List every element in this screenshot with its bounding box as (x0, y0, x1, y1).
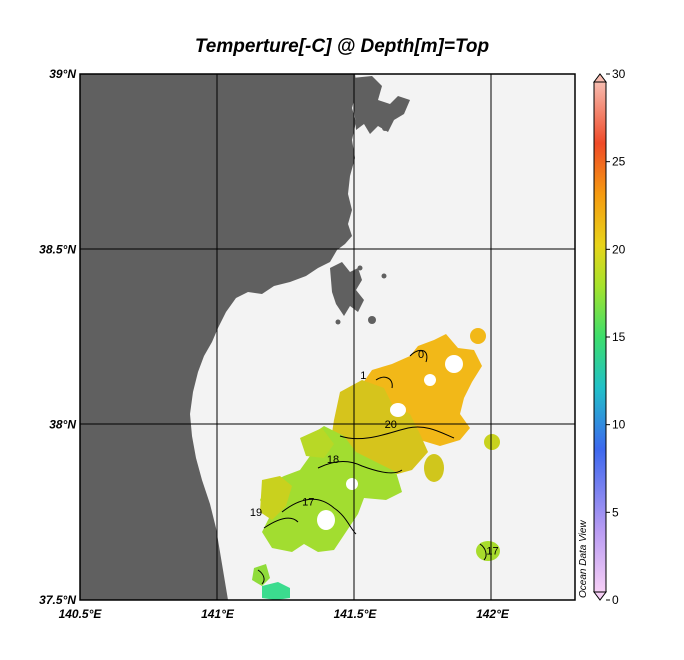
x-tick-label: 140.5°E (59, 607, 103, 621)
x-tick-label: 141.5°E (334, 607, 378, 621)
colorbar-tick-label: 10 (612, 418, 626, 432)
contour-label: 1 (360, 370, 366, 382)
temperature-patch-warm (470, 328, 486, 344)
y-tick-label: 39°N (49, 67, 76, 81)
contour-labels: 20 18 17 19 17 1 0 (250, 349, 499, 557)
x-tick-label: 142°E (476, 607, 510, 621)
data-gap (424, 374, 436, 386)
watermark: Ocean Data View (578, 520, 589, 598)
colorbar-tick-label: 0 (612, 593, 619, 607)
y-tick-label: 38°N (49, 418, 76, 432)
x-axis-ticks: 140.5°E 141°E 141.5°E 142°E (59, 607, 510, 621)
data-gap (445, 355, 463, 373)
colorbar-gradient (593, 81, 607, 593)
grid (80, 74, 575, 600)
colorbar-top-cap (593, 73, 607, 83)
colorbar-tick-label: 30 (612, 67, 626, 81)
island (381, 273, 387, 279)
contour-line (281, 498, 357, 535)
contour-line (339, 426, 455, 440)
x-tick-label: 141°E (201, 607, 235, 621)
data-gap (346, 478, 358, 490)
peninsula (352, 76, 410, 134)
contour-line (257, 569, 265, 585)
contour-label: 17 (302, 496, 314, 508)
colorbar: 0 5 10 15 20 25 30 (593, 67, 626, 607)
island (368, 316, 376, 324)
data-gap (317, 510, 335, 530)
y-tick-label: 37.5°N (39, 593, 76, 607)
contour-label: 18 (327, 454, 339, 466)
contour-label: 17 (486, 545, 498, 557)
colorbar-tick-label: 15 (612, 330, 626, 344)
temperature-patch-green (252, 564, 270, 586)
colorbar-ticks: 0 5 10 15 20 25 30 (606, 67, 626, 607)
island (357, 265, 363, 271)
colorbar-bottom-cap (593, 591, 607, 601)
temperature-patch-mid (424, 454, 444, 482)
contour-line (409, 349, 428, 363)
colorbar-tick-label: 20 (612, 242, 626, 256)
colorbar-tick-label: 25 (612, 155, 626, 169)
chart-title: Temperture[-C] @ Depth[m]=Top (194, 36, 490, 57)
temperature-patch-mid (484, 434, 500, 450)
island (335, 319, 341, 325)
contour-lines (257, 349, 487, 585)
temperature-patch-green (300, 428, 334, 458)
peninsula (330, 262, 364, 316)
contour-label: 19 (250, 507, 262, 519)
y-axis-ticks: 39°N 38.5°N 38°N 37.5°N (39, 67, 76, 607)
contour-line (375, 376, 393, 389)
land-mass (80, 74, 357, 600)
temperature-patch-mid (260, 476, 292, 520)
temperature-patch-cool (262, 582, 290, 600)
y-tick-label: 38.5°N (39, 242, 76, 256)
contour-line (317, 461, 403, 474)
data-gap (390, 403, 406, 417)
contour-line (479, 543, 487, 561)
colorbar-tick-label: 5 (612, 505, 619, 519)
contour-label: 0 (418, 349, 424, 361)
island (382, 125, 388, 131)
contour-label: 20 (385, 419, 397, 431)
contour-line (263, 517, 299, 529)
plot-frame (79, 73, 576, 601)
